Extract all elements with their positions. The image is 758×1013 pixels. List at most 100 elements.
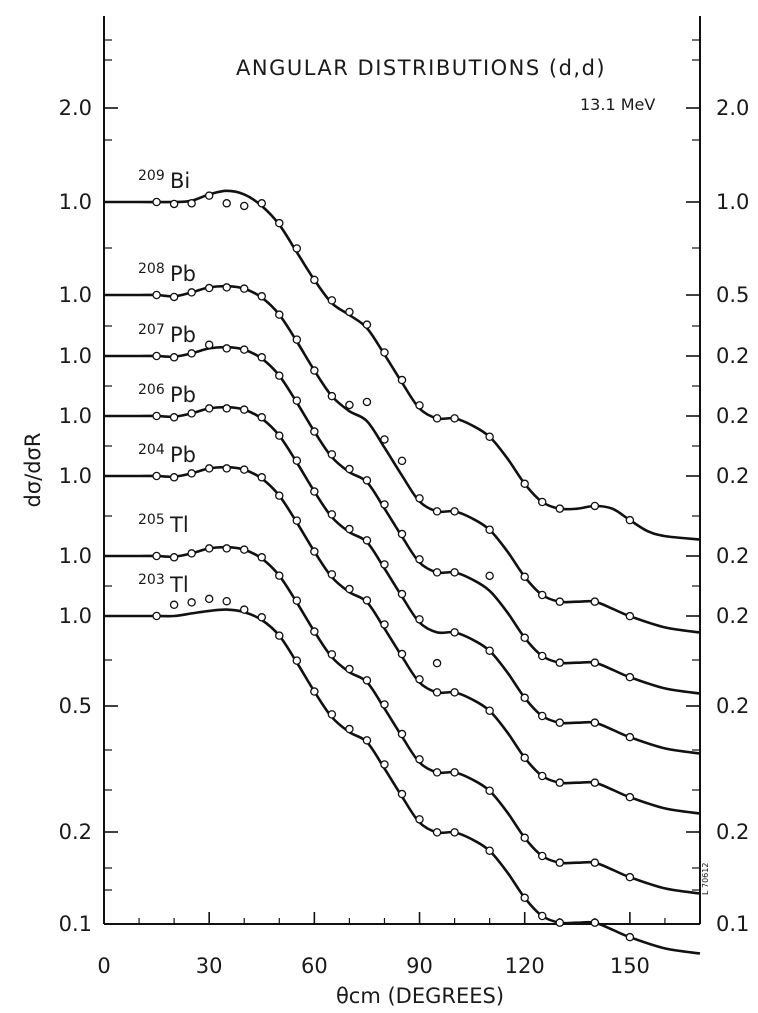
right-tick-label: 2.0: [716, 96, 749, 120]
data-point-208Pb: [327, 391, 337, 401]
data-point-207Pb: [275, 371, 284, 380]
data-point-209Bi: [450, 414, 459, 423]
data-point-206Pb: [380, 560, 389, 569]
data-point-207Pb: [345, 464, 354, 474]
data-point-204Pb: [397, 649, 407, 659]
data-point-204Pb: [345, 584, 354, 594]
data-point-205Tl: [187, 549, 196, 558]
data-point-208Pb: [204, 283, 214, 293]
data-point-206Pb: [169, 413, 179, 422]
data-point-205Tl: [590, 858, 600, 867]
data-point-208Pb: [152, 290, 161, 300]
chart-title: ANGULAR DISTRIBUTIONS (d,d): [236, 56, 606, 80]
data-point-204Pb: [625, 792, 635, 802]
data-point-205Tl: [239, 545, 249, 554]
data-point-208Pb: [345, 400, 354, 410]
data-point-203Tl: [432, 828, 442, 837]
data-point-208Pb: [450, 507, 459, 516]
data-point-208Pb: [555, 597, 565, 606]
data-point-203Tl: [520, 893, 529, 903]
data-point-203Tl: [257, 613, 267, 622]
data-point-204Pb: [152, 471, 161, 481]
data-point-209Bi: [380, 348, 389, 357]
labels-layer: 2.0 1.0 1.0 1.0 1.0 1.0 1.0 1.0 0.5 0.2 0.1 2.0 1.0 0…: [59, 96, 750, 978]
data-point-205Tl: [625, 872, 635, 882]
data-point-206Pb: [450, 628, 459, 637]
data-point-205Tl: [450, 768, 459, 777]
left-tick-label: 2.0: [59, 96, 92, 120]
data-point-209Bi: [310, 275, 319, 285]
data-point-206Pb: [275, 431, 284, 440]
data-point-207Pb: [169, 353, 179, 362]
left-tick-label: 1.0: [59, 544, 92, 568]
data-point-209Bi: [485, 432, 494, 442]
data-point-206Pb: [485, 646, 494, 656]
data-point-205Tl: [169, 553, 179, 562]
label-symbol: Bi: [170, 169, 190, 193]
data-point-209Bi: [275, 218, 284, 228]
label-symbol: Tl: [169, 573, 189, 597]
label-symbol: Pb: [170, 262, 196, 286]
x-tick-label: 60: [301, 954, 328, 978]
data-point-206Pb: [537, 711, 547, 721]
left-tick-label: 1.0: [59, 283, 92, 307]
data-point-208Pb: [187, 288, 196, 297]
data-point-205Tl: [152, 551, 161, 561]
data-point-209Bi: [520, 479, 529, 489]
data-point-206Pb: [222, 404, 231, 413]
data-point-203Tl: [275, 631, 284, 640]
data-point-207Pb: [327, 450, 337, 459]
right-tick-label: 0.2: [716, 604, 749, 628]
data-point-203Tl: [204, 594, 214, 604]
x-tick-label: 150: [610, 954, 650, 978]
data-point-204Pb: [292, 516, 302, 525]
data-point-207Pb: [432, 568, 442, 577]
label-mass: 207: [138, 322, 165, 338]
data-point-204Pb: [239, 465, 249, 474]
data-point-205Tl: [380, 700, 389, 709]
label-symbol: Pb: [170, 323, 196, 347]
data-point-203Tl: [397, 789, 407, 799]
data-point-206Pb: [415, 615, 424, 624]
data-point-203Tl: [485, 846, 494, 856]
data-point-207Pb: [222, 344, 231, 353]
label-mass: 206: [138, 382, 165, 398]
data-point-204Pb: [520, 753, 529, 763]
data-point-204Pb: [380, 620, 389, 629]
data-point-204Pb: [590, 778, 600, 787]
data-point-209Bi: [415, 401, 424, 410]
left-tick-label: 1.0: [59, 604, 92, 628]
data-point-207Pb: [625, 672, 635, 682]
data-point-207Pb: [450, 568, 459, 577]
x-axis-title: θcm (DEGREES): [336, 984, 504, 1008]
label-mass: 203: [138, 572, 165, 588]
data-point-206Pb: [432, 658, 442, 668]
data-point-204Pb: [485, 706, 494, 716]
data-point-203Tl: [187, 598, 196, 607]
data-point-203Tl: [380, 760, 389, 769]
data-point-206Pb: [362, 536, 372, 545]
data-point-207Pb: [380, 500, 389, 509]
data-point-208Pb: [537, 590, 547, 600]
data-point-206Pb: [625, 732, 635, 742]
data-point-208Pb: [520, 572, 529, 582]
data-point-203Tl: [345, 724, 354, 734]
label-206Pb: 206 Pb: [138, 382, 196, 407]
data-point-204Pb: [432, 688, 442, 697]
data-point-208Pb: [257, 292, 267, 301]
data-point-206Pb: [327, 510, 337, 519]
data-point-203Tl: [362, 736, 372, 745]
data-point-209Bi: [432, 414, 442, 423]
data-point-206Pb: [310, 487, 319, 496]
data-point-208Pb: [590, 597, 600, 606]
points-layer: [152, 191, 635, 942]
data-point-205Tl: [555, 858, 565, 867]
left-tick-label: 1.0: [59, 464, 92, 488]
data-point-209Bi: [204, 191, 214, 200]
data-point-204Pb: [555, 778, 565, 787]
data-point-208Pb: [485, 525, 494, 535]
data-point-207Pb: [555, 658, 565, 667]
label-mass: 209: [138, 168, 165, 184]
data-point-209Bi: [362, 320, 372, 329]
data-point-208Pb: [397, 456, 407, 466]
